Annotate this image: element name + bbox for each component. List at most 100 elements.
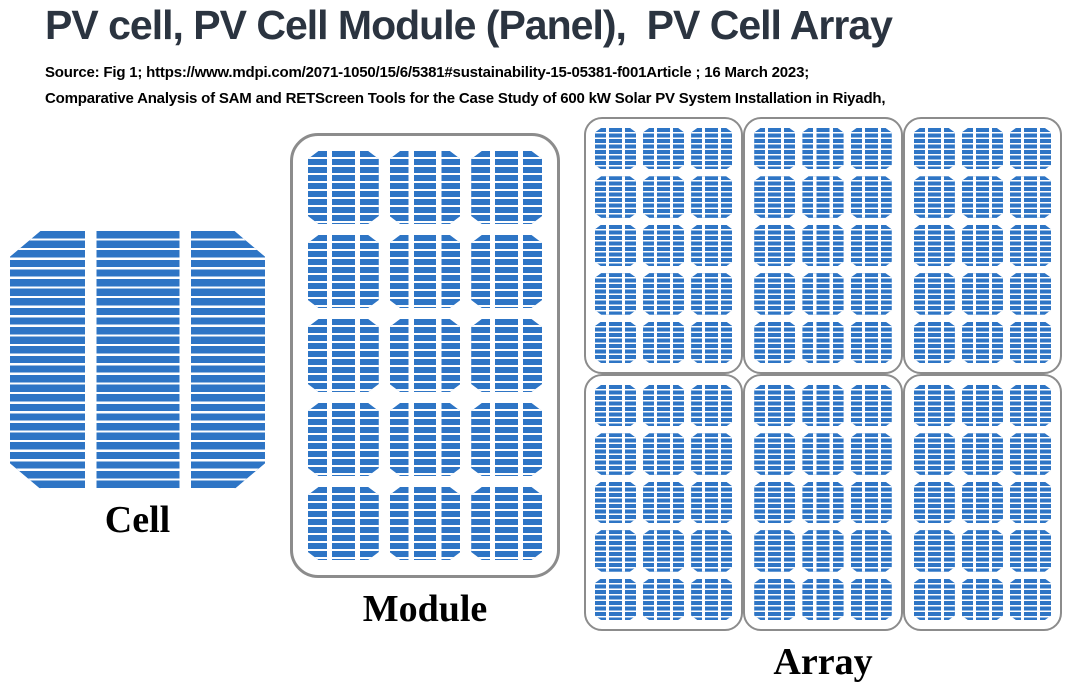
pv-cell <box>1009 530 1051 572</box>
source-citation-line-1: Source: Fig 1; https://www.mdpi.com/2071… <box>45 64 810 81</box>
pv-cell <box>1009 481 1051 524</box>
pv-cell <box>850 481 892 524</box>
pv-cell <box>913 273 955 315</box>
pv-cell <box>802 273 844 315</box>
pv-cell <box>389 235 461 308</box>
pv-cell <box>913 578 955 620</box>
pv-cell <box>389 403 461 476</box>
pv-cell <box>595 273 637 315</box>
pv-cell <box>471 151 542 224</box>
pv-cell <box>850 321 892 363</box>
pv-cell <box>691 385 733 427</box>
pv-cell <box>1009 385 1051 427</box>
pv-cell <box>691 273 733 315</box>
array-graphic <box>584 117 1062 631</box>
source-citation-line-2: Comparative Analysis of SAM and RETScree… <box>45 90 886 107</box>
module-label: Module <box>362 588 488 630</box>
pv-cell <box>595 128 637 170</box>
pv-cell <box>595 385 637 427</box>
pv-cell <box>850 385 892 427</box>
pv-cell <box>802 433 844 475</box>
pv-cell <box>691 481 733 524</box>
pv-cell <box>850 273 892 315</box>
pv-cell <box>913 321 955 363</box>
pv-cell <box>850 433 892 475</box>
pv-cell <box>802 321 844 363</box>
pv-cell <box>961 176 1003 218</box>
array-module <box>584 117 744 374</box>
pv-cell <box>913 128 955 170</box>
pv-cell <box>643 176 685 218</box>
pv-cell <box>754 273 796 315</box>
pv-cell <box>308 487 379 560</box>
pv-cell <box>389 151 461 224</box>
pv-cell <box>691 433 733 475</box>
pv-cell <box>754 224 796 267</box>
pv-cell <box>754 530 796 572</box>
array-module <box>584 374 744 631</box>
pv-cell <box>913 385 955 427</box>
pv-cell <box>643 321 685 363</box>
pv-cell <box>961 224 1003 267</box>
pv-cell <box>389 487 461 560</box>
pv-cell <box>913 224 955 267</box>
pv-cell <box>961 481 1003 524</box>
pv-cell-graphic <box>10 231 265 489</box>
pv-cell <box>643 224 685 267</box>
pv-cell <box>643 385 685 427</box>
pv-cell <box>595 176 637 218</box>
array-module <box>902 374 1062 631</box>
pv-cell <box>691 176 733 218</box>
pv-cell <box>802 578 844 620</box>
module-panel-graphic <box>290 133 560 578</box>
pv-cell <box>308 403 379 476</box>
pv-cell <box>643 481 685 524</box>
pv-cell <box>1009 578 1051 620</box>
pv-cell <box>691 224 733 267</box>
pv-cell <box>691 128 733 170</box>
pv-cell <box>595 433 637 475</box>
pv-cell <box>802 128 844 170</box>
pv-cell <box>1009 433 1051 475</box>
array-label: Array <box>773 641 873 683</box>
pv-cell <box>802 385 844 427</box>
pv-cell <box>1009 321 1051 363</box>
array-module <box>743 117 903 374</box>
pv-cell <box>802 530 844 572</box>
pv-cell <box>850 128 892 170</box>
pv-cell <box>643 578 685 620</box>
pv-cell <box>913 433 955 475</box>
pv-cell <box>1009 176 1051 218</box>
pv-cell <box>913 530 955 572</box>
pv-cell <box>471 403 542 476</box>
pv-cell <box>754 128 796 170</box>
page-title: PV cell, PV Cell Module (Panel), PV Cell… <box>45 2 893 48</box>
pv-cell <box>913 481 955 524</box>
pv-cell <box>595 321 637 363</box>
pv-cell <box>595 224 637 267</box>
pv-cell <box>754 176 796 218</box>
pv-cell <box>913 176 955 218</box>
pv-cell <box>691 578 733 620</box>
pv-cell <box>308 319 379 392</box>
pv-cell <box>595 481 637 524</box>
pv-cell <box>691 321 733 363</box>
pv-cell <box>850 224 892 267</box>
pv-cell <box>754 433 796 475</box>
array-module <box>902 117 1062 374</box>
pv-cell <box>471 235 542 308</box>
pv-cell <box>754 385 796 427</box>
pv-cell <box>961 433 1003 475</box>
pv-cell <box>389 319 461 392</box>
cell-label: Cell <box>104 499 171 541</box>
pv-cell <box>850 530 892 572</box>
pv-cell <box>961 273 1003 315</box>
pv-cell <box>691 530 733 572</box>
pv-cell <box>850 578 892 620</box>
pv-cell <box>471 319 542 392</box>
pv-cell <box>754 321 796 363</box>
pv-cell <box>802 481 844 524</box>
array-module <box>743 374 903 631</box>
pv-cell <box>643 273 685 315</box>
